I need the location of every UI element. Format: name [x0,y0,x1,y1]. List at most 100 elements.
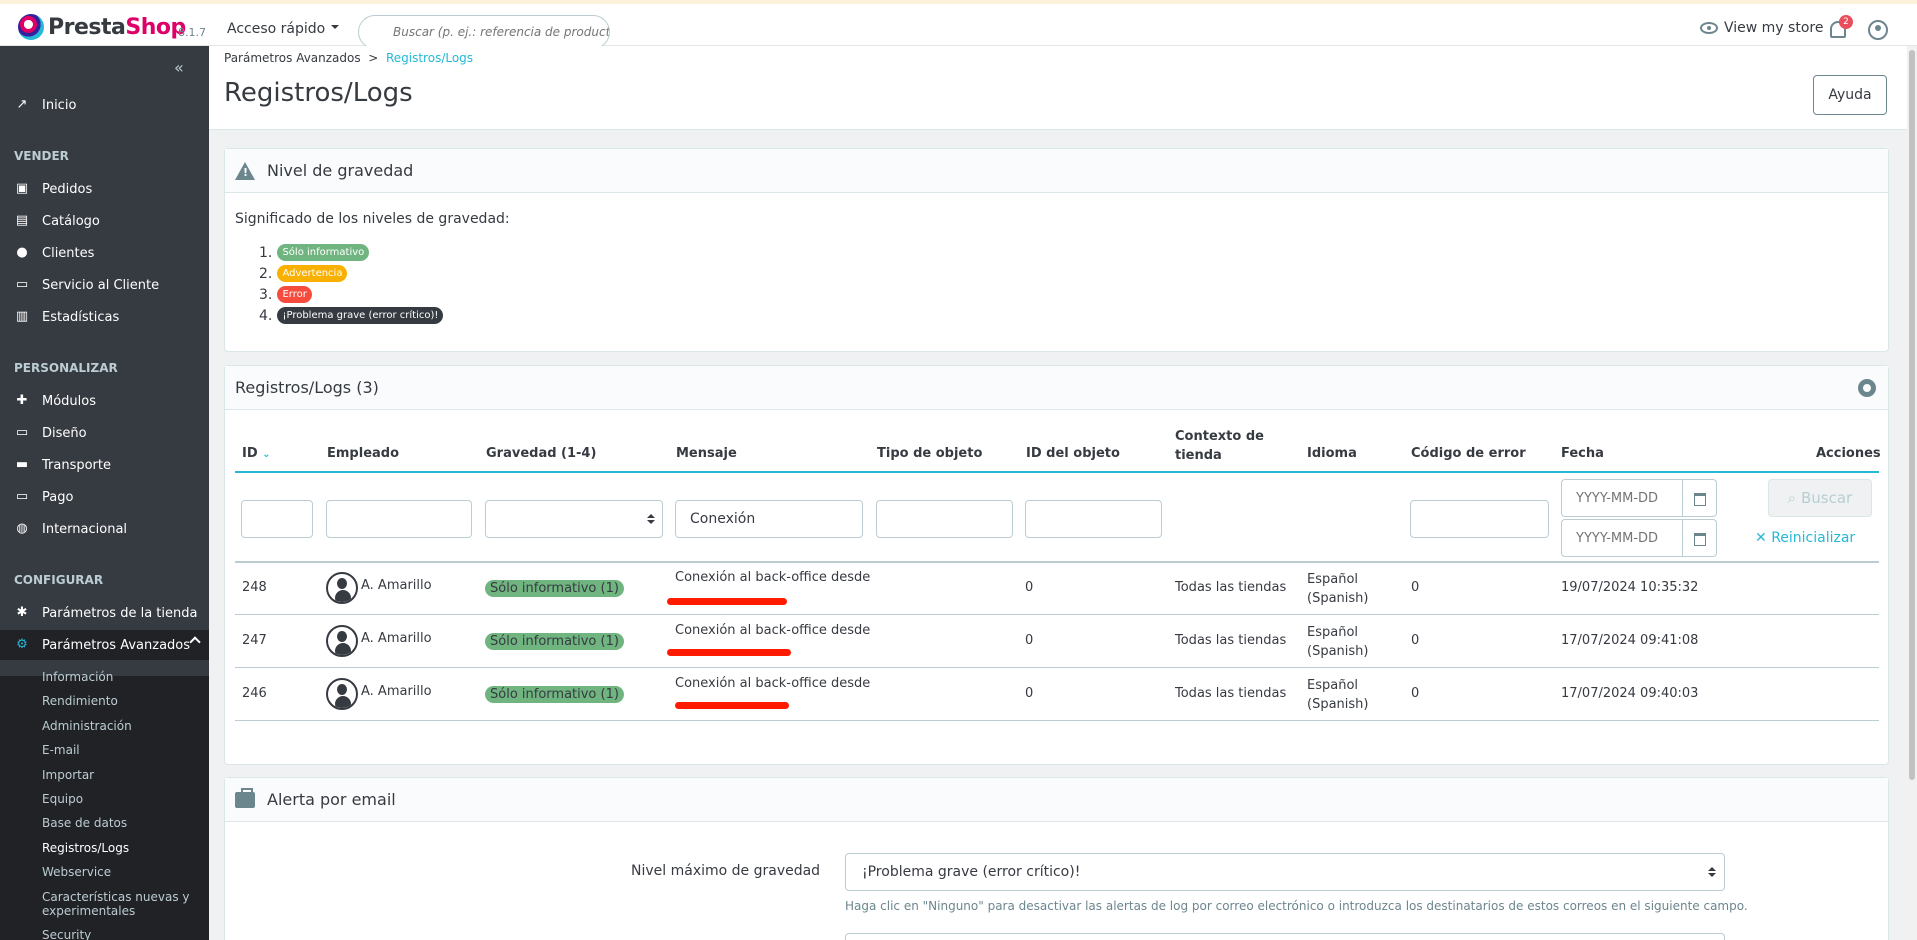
search-input[interactable] [358,15,610,49]
table-row[interactable]: 247 A. Amarillo Sólo informativo (1) Con… [235,615,1879,668]
brand-name-b: Shop [125,14,186,40]
column-header-message[interactable]: Mensaje [676,446,737,461]
column-header-id[interactable]: ID ⌄ [242,446,271,461]
sidebar-section-personalizar: PERSONALIZAR [14,361,118,375]
collapse-menu-icon[interactable]: « [174,58,184,77]
filter-id-input[interactable] [241,500,313,538]
sidebar-subitem-webservice[interactable]: Webservice [42,865,112,879]
severity-card-header: Nivel de gravedad [225,149,1888,193]
filter-employee-input[interactable] [326,500,472,538]
sidebar-item-internacional[interactable]: ◍ Internacional [0,514,209,544]
employee-avatar [326,572,358,604]
sidebar-subitem-experimentales[interactable]: Características nuevas y experimentales [42,890,190,918]
trend-icon: ↗ [16,97,28,112]
filter-object-id-input[interactable] [1025,500,1162,538]
cell-object-id: 0 [1025,633,1034,648]
column-header-object-type[interactable]: Tipo de objeto [877,446,983,461]
severity-level-2: 2. Advertencia [259,263,443,284]
severity-badge-error: Error [277,286,312,303]
cell-id: 248 [242,580,267,595]
briefcase-icon [235,787,255,808]
bar-chart-icon: ▥ [15,309,29,324]
sidebar-subitem-informacion[interactable]: Información [42,670,114,684]
sidebar-subitem-importar[interactable]: Importar [42,768,95,782]
search-button[interactable]: ⌕ Buscar [1768,479,1872,517]
sidebar-item-clientes[interactable]: ● Clientes [0,238,209,268]
sidebar-subitem-administracion[interactable]: Administración [42,719,132,733]
prestashop-logo-icon [18,14,44,40]
column-header-severity[interactable]: Gravedad (1-4) [486,446,597,461]
bell-icon[interactable] [1830,21,1846,38]
calendar-icon[interactable] [1683,519,1717,557]
sidebar-item-pago[interactable]: ▭ Pago [15,489,74,505]
filter-severity-select[interactable] [485,500,663,538]
sidebar-item-transporte[interactable]: ▬ Transporte [15,457,111,473]
settings-icon: ✱ [16,605,28,620]
sidebar-item-inicio[interactable]: ↗ Inicio [0,90,209,120]
breadcrumb-parent[interactable]: Parámetros Avanzados [224,51,361,65]
user-account-icon[interactable] [1868,20,1888,40]
credit-card-icon: ▭ [15,489,29,504]
severity-badge-info: Sólo informativo [277,244,370,261]
sidebar-subitem-rendimiento[interactable]: Rendimiento [42,694,118,708]
help-button[interactable]: Ayuda [1813,75,1887,115]
cell-employee: A. Amarillo [361,631,432,646]
close-icon: ✕ [1755,530,1767,546]
scrollbar-thumb[interactable] [1909,50,1915,780]
cell-message: Conexión al back-office desde [675,570,871,585]
chat-icon: ▭ [15,277,29,292]
gear-icon[interactable] [1858,379,1876,397]
breadcrumb: Parámetros Avanzados > Registros/Logs [224,51,473,65]
cell-shop: Todas las tiendas [1175,633,1287,648]
view-store-link[interactable]: View my store [1700,20,1823,36]
breadcrumb-current[interactable]: Registros/Logs [385,51,474,65]
sidebar-section-configurar: CONFIGURAR [14,573,104,587]
severity-badge-info: Sólo informativo (1) [485,686,624,703]
table-row[interactable]: 246 A. Amarillo Sólo informativo (1) Con… [235,668,1879,721]
email-recipients-input[interactable] [845,933,1725,940]
sidebar-item-parametros-avanzados[interactable]: ⚙ Parámetros Avanzados [0,630,209,660]
filter-message-input[interactable] [675,500,863,538]
sidebar-item-servicio-cliente[interactable]: ▭ Servicio al Cliente [15,277,160,293]
sidebar-item-catalogo[interactable]: ▤ Catálogo [15,213,100,229]
column-header-error-code[interactable]: Código de error [1411,446,1526,461]
calendar-icon[interactable] [1683,479,1717,517]
filter-date-to-input[interactable] [1561,519,1683,557]
column-header-employee[interactable]: Empleado [327,446,400,461]
redaction-mark [667,598,787,605]
prestashop-logo[interactable]: PrestaShop [18,14,186,40]
cell-shop: Todas las tiendas [1175,686,1287,701]
eye-icon [1700,22,1718,34]
max-severity-select[interactable]: ¡Problema grave (error crítico)! [845,853,1725,891]
reset-filters-link[interactable]: ✕ Reinicializar [1755,530,1856,546]
page-header: Parámetros Avanzados > Registros/Logs Re… [209,46,1907,130]
select-up-arrow-icon [647,514,655,518]
filter-date-from-input[interactable] [1561,479,1683,517]
column-header-object-id[interactable]: ID del objeto [1026,446,1120,461]
quick-access-dropdown[interactable]: Acceso rápido [227,21,339,37]
cell-shop: Todas las tiendas [1175,580,1287,595]
column-header-shop-context[interactable]: Contexto de tienda [1175,429,1264,463]
sidebar-subitem-email[interactable]: E-mail [42,743,80,757]
cell-object-id: 0 [1025,580,1034,595]
version-label: 8.1.7 [178,26,206,39]
truck-icon: ▬ [15,457,29,472]
sidebar-item-diseno[interactable]: ▭ Diseño [15,425,87,441]
sidebar-subitem-equipo[interactable]: Equipo [42,792,84,806]
sidebar-item-parametros-tienda[interactable]: ✱ Parámetros de la tienda [0,598,209,628]
filter-error-code-input[interactable] [1410,500,1549,538]
notification-badge: 2 [1839,15,1853,29]
column-header-date[interactable]: Fecha [1561,446,1604,461]
column-header-language[interactable]: Idioma [1307,446,1357,461]
puzzle-icon: ✚ [16,393,28,408]
sidebar-subitem-registros-logs[interactable]: Registros/Logs [42,841,130,855]
sidebar-item-pedidos[interactable]: ▣ Pedidos [15,181,93,197]
sidebar-subitem-base-datos[interactable]: Base de datos [42,816,128,830]
sidebar-item-modulos[interactable]: ✚ Módulos [0,386,209,416]
breadcrumb-separator: > [368,51,379,65]
severity-badge-info: Sólo informativo (1) [485,580,624,597]
filter-object-type-input[interactable] [876,500,1013,538]
table-row[interactable]: 248 A. Amarillo Sólo informativo (1) Con… [235,562,1879,615]
sidebar-item-estadisticas[interactable]: ▥ Estadísticas [15,309,120,325]
sidebar-subitem-security[interactable]: Security [42,928,92,940]
